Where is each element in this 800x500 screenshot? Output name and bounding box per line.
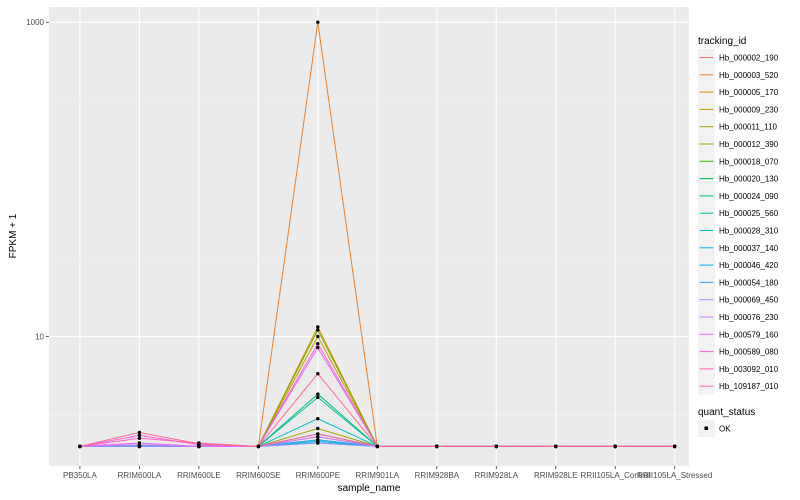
legend-entry: Hb_109187_010 (698, 377, 779, 395)
legend-label: Hb_109187_010 (719, 382, 779, 391)
data-point (137, 436, 142, 440)
panel-background (49, 7, 689, 466)
y-axis-title: FPKM + 1 (8, 213, 19, 258)
x-tick-label: RRIM600LE (177, 471, 221, 480)
legend-label: Hb_000024_090 (719, 192, 779, 201)
data-point (316, 432, 320, 436)
data-point (613, 444, 617, 449)
data-point (316, 345, 320, 350)
legend-entry: Hb_000012_390 (698, 135, 779, 153)
legend-label: Hb_000579_160 (719, 330, 779, 339)
data-point (316, 334, 320, 339)
x-tick-label: RRIM928BA (415, 471, 460, 480)
x-tick-label: RRIM600SE (236, 471, 280, 480)
legend-entry: Hb_000046_420 (698, 256, 779, 274)
shape-legend-label: OK (719, 425, 731, 434)
x-tick-label: RRIM600LA (118, 471, 162, 480)
shape-legend-marker (704, 426, 708, 430)
data-point (316, 328, 320, 332)
data-point (137, 433, 142, 438)
legend-entry: Hb_000020_130 (698, 170, 779, 188)
y-tick-label: 10 (35, 333, 44, 342)
data-point (494, 444, 498, 449)
data-point (316, 372, 320, 376)
legend-entry: Hb_000024_090 (698, 187, 779, 205)
x-tick-label: RRII105LA_Stressed (637, 471, 712, 480)
data-point (78, 444, 82, 449)
data-point (435, 444, 439, 449)
legend-entry: Hb_000005_170 (698, 83, 779, 101)
data-point (316, 325, 320, 329)
legend-entry: Hb_000028_310 (698, 222, 779, 239)
legend-label: Hb_000020_130 (719, 175, 779, 184)
shape-legend-title: quant_status (698, 407, 755, 418)
data-point (137, 430, 142, 435)
data-point (316, 417, 320, 421)
data-point (316, 438, 320, 442)
legend-entry: Hb_000011_110 (698, 118, 778, 136)
x-tick-label: RRII105LA_Control (581, 471, 651, 480)
legend-entry: Hb_000009_230 (698, 100, 779, 118)
grid-lines (49, 7, 689, 466)
legend-label: Hb_000028_310 (719, 227, 779, 236)
data-point (316, 435, 320, 439)
shape-legend-entry: OK (698, 420, 731, 437)
data-point (316, 395, 320, 400)
legend-entry: Hb_000076_230 (698, 308, 779, 326)
legend-label: Hb_000076_230 (719, 313, 779, 322)
y-tick-label: 1000 (26, 18, 44, 27)
legend-entry: Hb_000018_070 (698, 152, 779, 170)
legend-label: Hb_000005_170 (719, 88, 779, 97)
data-point (316, 441, 320, 445)
legend-label: Hb_000025_560 (719, 209, 779, 218)
legend-entries: Hb_000002_190 Hb_000003_520 Hb_000005_170 H… (698, 49, 779, 395)
x-axis-title: sample_name (338, 483, 401, 494)
legend: tracking_id Hb_000002_190Hb_000003_520Hb… (698, 36, 779, 437)
data-point (316, 426, 320, 431)
data-point (256, 444, 261, 449)
legend-entry: Hb_000003_520 (698, 66, 779, 84)
legend-label: Hb_000002_190 (719, 54, 779, 63)
legend-entry: Hb_000037_140 (698, 239, 779, 257)
data-point (673, 444, 677, 449)
legend-label: Hb_000589_080 (719, 348, 779, 357)
axes: 10 1000 PB350LA RRIM600LA RRIM600LE RRIM600SE… (26, 18, 712, 480)
legend-label: Hb_000009_230 (719, 105, 779, 114)
data-point (554, 444, 558, 449)
legend-label: Hb_000011_110 (719, 123, 778, 132)
data-point (375, 444, 379, 449)
data-points (78, 20, 677, 449)
legend-label: Hb_000046_420 (719, 261, 779, 270)
legend-entry: Hb_000054_180 (698, 273, 779, 291)
legend-label: Hb_000054_180 (719, 278, 779, 287)
x-tick-label: PB350LA (63, 471, 97, 480)
data-point (197, 442, 201, 446)
data-point (316, 20, 320, 24)
data-point (316, 342, 320, 346)
legend-label: Hb_000037_140 (719, 244, 779, 253)
legend-label: Hb_000012_390 (719, 140, 779, 149)
data-point (137, 441, 142, 445)
x-tick-label: RRIM901LA (356, 471, 400, 480)
x-tick-label: RRIM600PE (296, 471, 340, 480)
legend-entry: Hb_000579_160 (698, 325, 779, 343)
legend-entry: Hb_000069_450 (698, 291, 779, 309)
data-point (316, 392, 320, 396)
legend-label: Hb_000018_070 (719, 157, 779, 166)
legend-label: Hb_000069_450 (719, 296, 779, 305)
legend-entry: Hb_000589_080 (698, 343, 779, 361)
legend-label: Hb_000003_520 (719, 71, 779, 80)
legend-entry: Hb_000002_190 (698, 49, 779, 66)
legend-entry: Hb_003092_010 (698, 360, 779, 378)
legend-title: tracking_id (698, 36, 746, 47)
x-tick-label: RRIM928LA (474, 471, 518, 480)
legend-entry: Hb_000025_560 (698, 204, 779, 222)
shape-legend-entries: OK (698, 420, 731, 437)
x-tick-label: RRIM928LE (534, 471, 578, 480)
legend-label: Hb_003092_010 (719, 365, 779, 374)
